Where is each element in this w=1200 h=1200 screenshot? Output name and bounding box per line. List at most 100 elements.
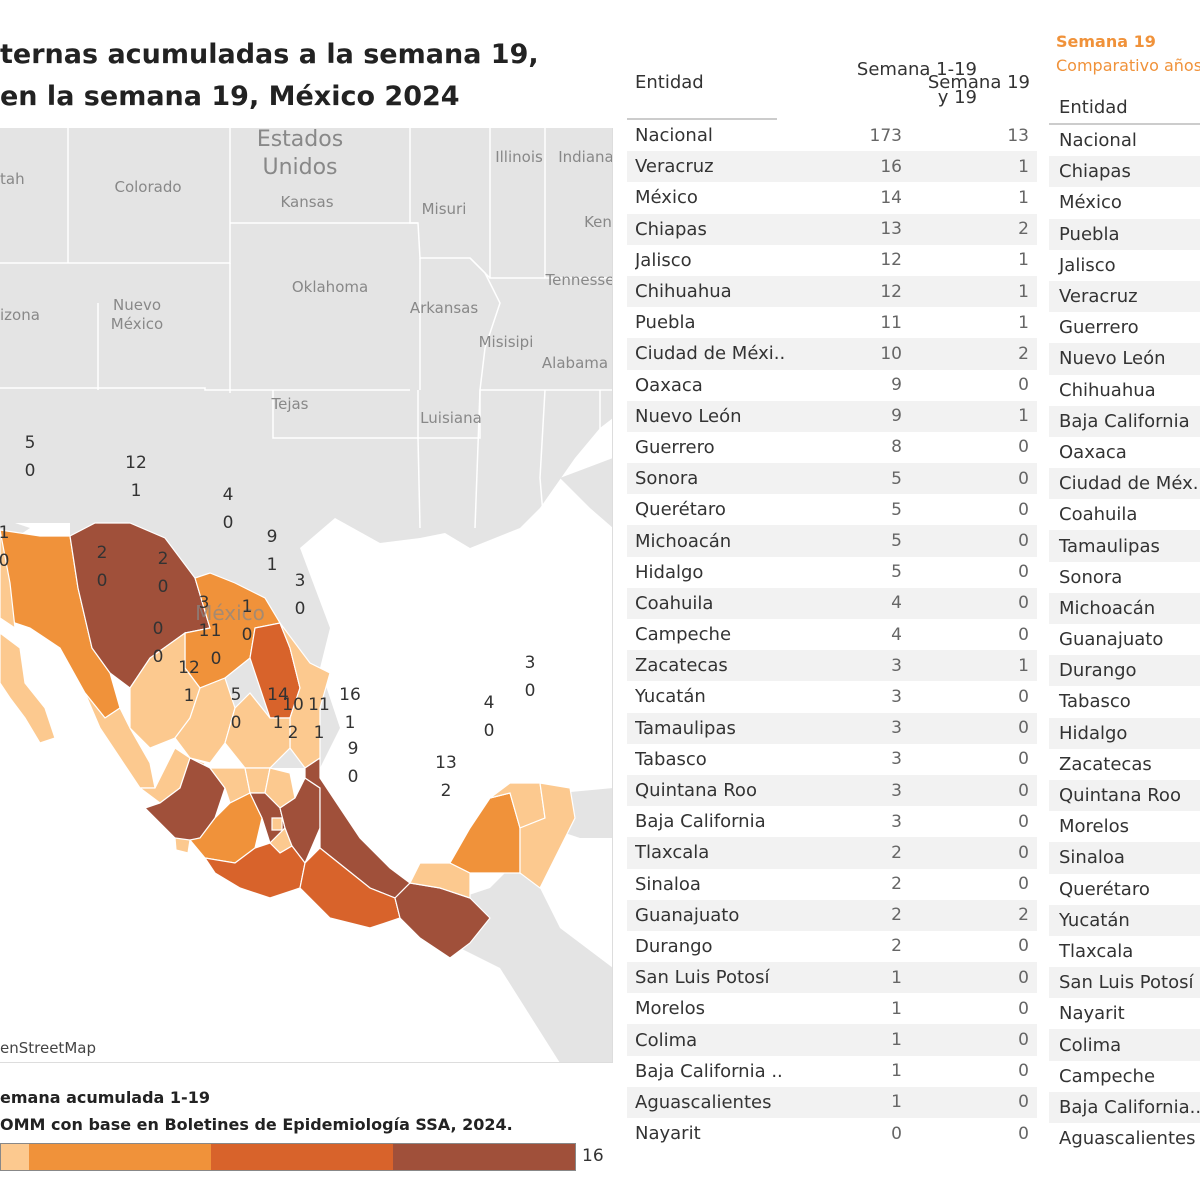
list-item[interactable]: Querétaro <box>1059 878 1150 900</box>
list-item[interactable]: Morelos <box>1059 816 1130 838</box>
row-entidad: Zacatecas <box>635 655 728 677</box>
table-row[interactable]: Baja California 3 0 <box>627 806 1037 837</box>
table-row[interactable]: Sinaloa 2 0 <box>627 869 1037 900</box>
table-row[interactable]: Chiapas 13 2 <box>627 213 1037 245</box>
list-item[interactable]: Aguascalientes <box>1059 1128 1196 1150</box>
map-svg[interactable]: Estados Unidos México tah Colorado Kansa… <box>0 128 613 1063</box>
map-value-acumulado: 9 <box>267 527 278 547</box>
table-row[interactable]: Guerrero 8 0 <box>627 432 1037 463</box>
list-item[interactable]: Guanajuato <box>1059 629 1164 651</box>
table-row[interactable]: Nuevo León 9 1 <box>627 400 1037 432</box>
list-item[interactable]: Hidalgo <box>1049 717 1200 749</box>
list-item[interactable]: Tamaulipas <box>1049 530 1200 562</box>
comparison-header-entidad[interactable]: Entidad <box>1059 97 1128 118</box>
label-state-5: Indiana <box>558 148 613 166</box>
table-row[interactable]: San Luis Potosí 1 0 <box>627 962 1037 994</box>
list-item[interactable]: Nacional <box>1059 130 1137 152</box>
list-item[interactable]: México <box>1059 192 1122 214</box>
state-baja-california[interactable] <box>0 529 16 630</box>
table-row[interactable]: Zacatecas 3 1 <box>627 650 1037 682</box>
list-item[interactable]: Sinaloa <box>1049 842 1200 874</box>
state-oaxaca[interactable] <box>299 847 401 929</box>
table-row[interactable]: Nayarit 0 0 <box>627 1118 1037 1149</box>
row-acumulado: 16 <box>880 156 902 177</box>
list-item[interactable]: Campeche <box>1059 1065 1156 1087</box>
table-row[interactable]: Nacional 173 13 <box>627 120 1037 151</box>
list-item[interactable]: Baja California <box>1049 405 1200 437</box>
state-cdmx[interactable] <box>271 817 283 831</box>
list-item[interactable]: Tlaxcala <box>1059 940 1134 962</box>
list-item[interactable]: Durango <box>1049 655 1200 687</box>
list-item[interactable]: Puebla <box>1049 218 1200 250</box>
map-value-acumulado: 2 <box>158 549 169 569</box>
state-guerrero[interactable] <box>203 842 306 899</box>
table-row[interactable]: Tlaxcala 2 0 <box>627 837 1037 869</box>
list-item[interactable]: Guerrero <box>1059 317 1139 339</box>
list-item[interactable]: Oaxaca <box>1059 441 1127 463</box>
table-row[interactable]: Quintana Roo 3 0 <box>627 774 1037 807</box>
table-row[interactable]: Puebla 11 1 <box>627 307 1037 338</box>
state-sinaloa[interactable] <box>84 692 156 789</box>
table-row[interactable]: Chihuahua 12 1 <box>627 275 1037 308</box>
table-row[interactable]: Veracruz 16 1 <box>627 151 1037 183</box>
osm-credit[interactable]: enStreetMap <box>0 1037 102 1059</box>
list-item[interactable]: Colima <box>1049 1029 1200 1061</box>
table-row[interactable]: Coahuila 4 0 <box>627 587 1037 619</box>
list-item[interactable]: San Luis Potosí <box>1049 967 1200 999</box>
table-row[interactable]: Jalisco 12 1 <box>627 245 1037 276</box>
list-item[interactable]: Baja California.. <box>1049 1091 1200 1123</box>
list-item[interactable]: Chiapas <box>1049 156 1200 188</box>
label-state-6: Ken <box>584 213 612 231</box>
list-item[interactable]: Jalisco <box>1059 254 1116 276</box>
list-item[interactable]: Ciudad de Méx.. <box>1049 468 1200 500</box>
header-acumulado[interactable]: Semana 1-19 y 19 <box>777 56 977 112</box>
row-semana: 1 <box>1018 281 1029 302</box>
map-value-acumulado: 16 <box>339 685 361 705</box>
state-colima[interactable] <box>174 837 191 854</box>
row-entidad: Morelos <box>635 998 706 1020</box>
list-item[interactable]: Coahuila <box>1059 504 1138 526</box>
row-semana: 0 <box>1018 998 1029 1019</box>
table-row[interactable]: Guanajuato 2 2 <box>627 899 1037 931</box>
table-row[interactable]: Yucatán 3 0 <box>627 681 1037 712</box>
table-row[interactable]: Tamaulipas 3 0 <box>627 712 1037 744</box>
list-item[interactable]: Tabasco <box>1059 691 1131 713</box>
list-item[interactable]: Michoacán <box>1049 592 1200 624</box>
table-row[interactable]: Durango 2 0 <box>627 931 1037 962</box>
header-entidad[interactable]: Entidad <box>635 72 704 93</box>
table-row[interactable]: Baja California .. 1 0 <box>627 1056 1037 1087</box>
table-row[interactable]: Hidalgo 5 0 <box>627 557 1037 588</box>
table-row[interactable]: Tabasco 3 0 <box>627 744 1037 775</box>
list-item[interactable]: Nuevo León <box>1049 343 1200 375</box>
row-entidad: Campeche <box>635 624 732 646</box>
map-panel[interactable]: Estados Unidos México tah Colorado Kansa… <box>0 128 613 1063</box>
row-entidad: Coahuila <box>635 592 714 614</box>
list-item[interactable]: Quintana Roo <box>1049 779 1200 812</box>
list-item[interactable]: Veracruz <box>1049 280 1200 313</box>
table-row[interactable]: Aguascalientes 1 0 <box>627 1086 1037 1118</box>
state-quintana-roo[interactable] <box>519 782 576 889</box>
map-value-semana: 2 <box>288 723 299 743</box>
table-row[interactable]: Morelos 1 0 <box>627 993 1037 1024</box>
state-baja-california-sur[interactable] <box>0 632 56 744</box>
table-row[interactable]: México 14 1 <box>627 182 1037 213</box>
map-value-semana: 0 <box>25 461 36 481</box>
label-state-13: Alabama <box>542 354 608 372</box>
table-row[interactable]: Colima 1 0 <box>627 1024 1037 1056</box>
table-row[interactable]: Oaxaca 9 0 <box>627 370 1037 401</box>
row-semana: 0 <box>1018 437 1029 458</box>
map-value-semana: 1 <box>273 713 284 733</box>
list-item[interactable]: Nayarit <box>1059 1003 1125 1025</box>
table-row[interactable]: Querétaro 5 0 <box>627 494 1037 525</box>
mexico-states[interactable] <box>0 522 576 959</box>
table-row[interactable]: Michoacán 5 0 <box>627 525 1037 557</box>
list-item[interactable]: Yucatán <box>1049 904 1200 936</box>
list-item[interactable]: Zacatecas <box>1059 753 1152 775</box>
label-state-12: Misisipi <box>479 333 534 351</box>
table-row[interactable]: Ciudad de Méxi.. 10 2 <box>627 338 1037 370</box>
header-semana[interactable]: Semana 19 <box>927 72 1030 93</box>
list-item[interactable]: Chihuahua <box>1059 379 1156 401</box>
table-row[interactable]: Sonora 5 0 <box>627 463 1037 495</box>
list-item[interactable]: Sonora <box>1059 566 1123 588</box>
table-row[interactable]: Campeche 4 0 <box>627 619 1037 650</box>
